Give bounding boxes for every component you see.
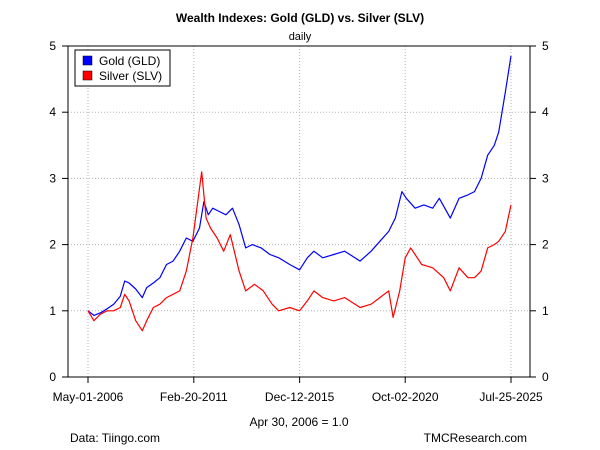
legend-swatch-silver	[82, 70, 93, 81]
axes: 0 0 1 1 2 2 3 3 4 4 5 5 May-01-2006 Feb-20-2011 Dec-12…	[49, 39, 549, 404]
y-tick-label-right: 5	[542, 39, 549, 53]
chart-subtitle: daily	[289, 31, 312, 43]
source-left: Data: Tiingo.com	[70, 431, 160, 445]
legend-label-gold: Gold (GLD)	[99, 54, 160, 68]
y-tick-label-right: 3	[542, 171, 549, 185]
y-tick-label-left: 4	[49, 105, 56, 119]
y-tick-label-right: 1	[542, 304, 549, 318]
y-tick-label-left: 5	[49, 39, 56, 53]
series-line-silver	[87, 171, 512, 332]
x-axis-label: Apr 30, 2006 = 1.0	[249, 415, 348, 429]
source-right: TMCResearch.com	[424, 431, 527, 445]
y-tick-label-right: 2	[542, 238, 549, 252]
x-tick-label: Dec-12-2015	[265, 390, 335, 404]
y-tick-label-right: 0	[542, 370, 549, 384]
y-tick-label-left: 2	[49, 238, 56, 252]
plot-border	[67, 45, 531, 378]
series-line-gold	[87, 55, 512, 316]
y-tick-label-left: 0	[49, 370, 56, 384]
y-tick-label-left: 3	[49, 171, 56, 185]
x-tick-label: Jul-25-2025	[479, 390, 543, 404]
y-tick-label-left: 1	[49, 304, 56, 318]
y-tick-label-right: 4	[542, 105, 549, 119]
grid	[68, 45, 530, 378]
legend-swatch-gold	[82, 55, 93, 66]
x-tick-label: Oct-02-2020	[372, 390, 439, 404]
series-lines	[87, 55, 512, 332]
chart-title: Wealth Indexes: Gold (GLD) vs. Silver (S…	[176, 11, 424, 25]
legend-label-silver: Silver (SLV)	[99, 69, 162, 83]
x-tick-label: Feb-20-2011	[160, 390, 228, 404]
legend: Gold (GLD) Silver (SLV)	[74, 49, 171, 87]
x-tick-label: May-01-2006	[53, 390, 124, 404]
